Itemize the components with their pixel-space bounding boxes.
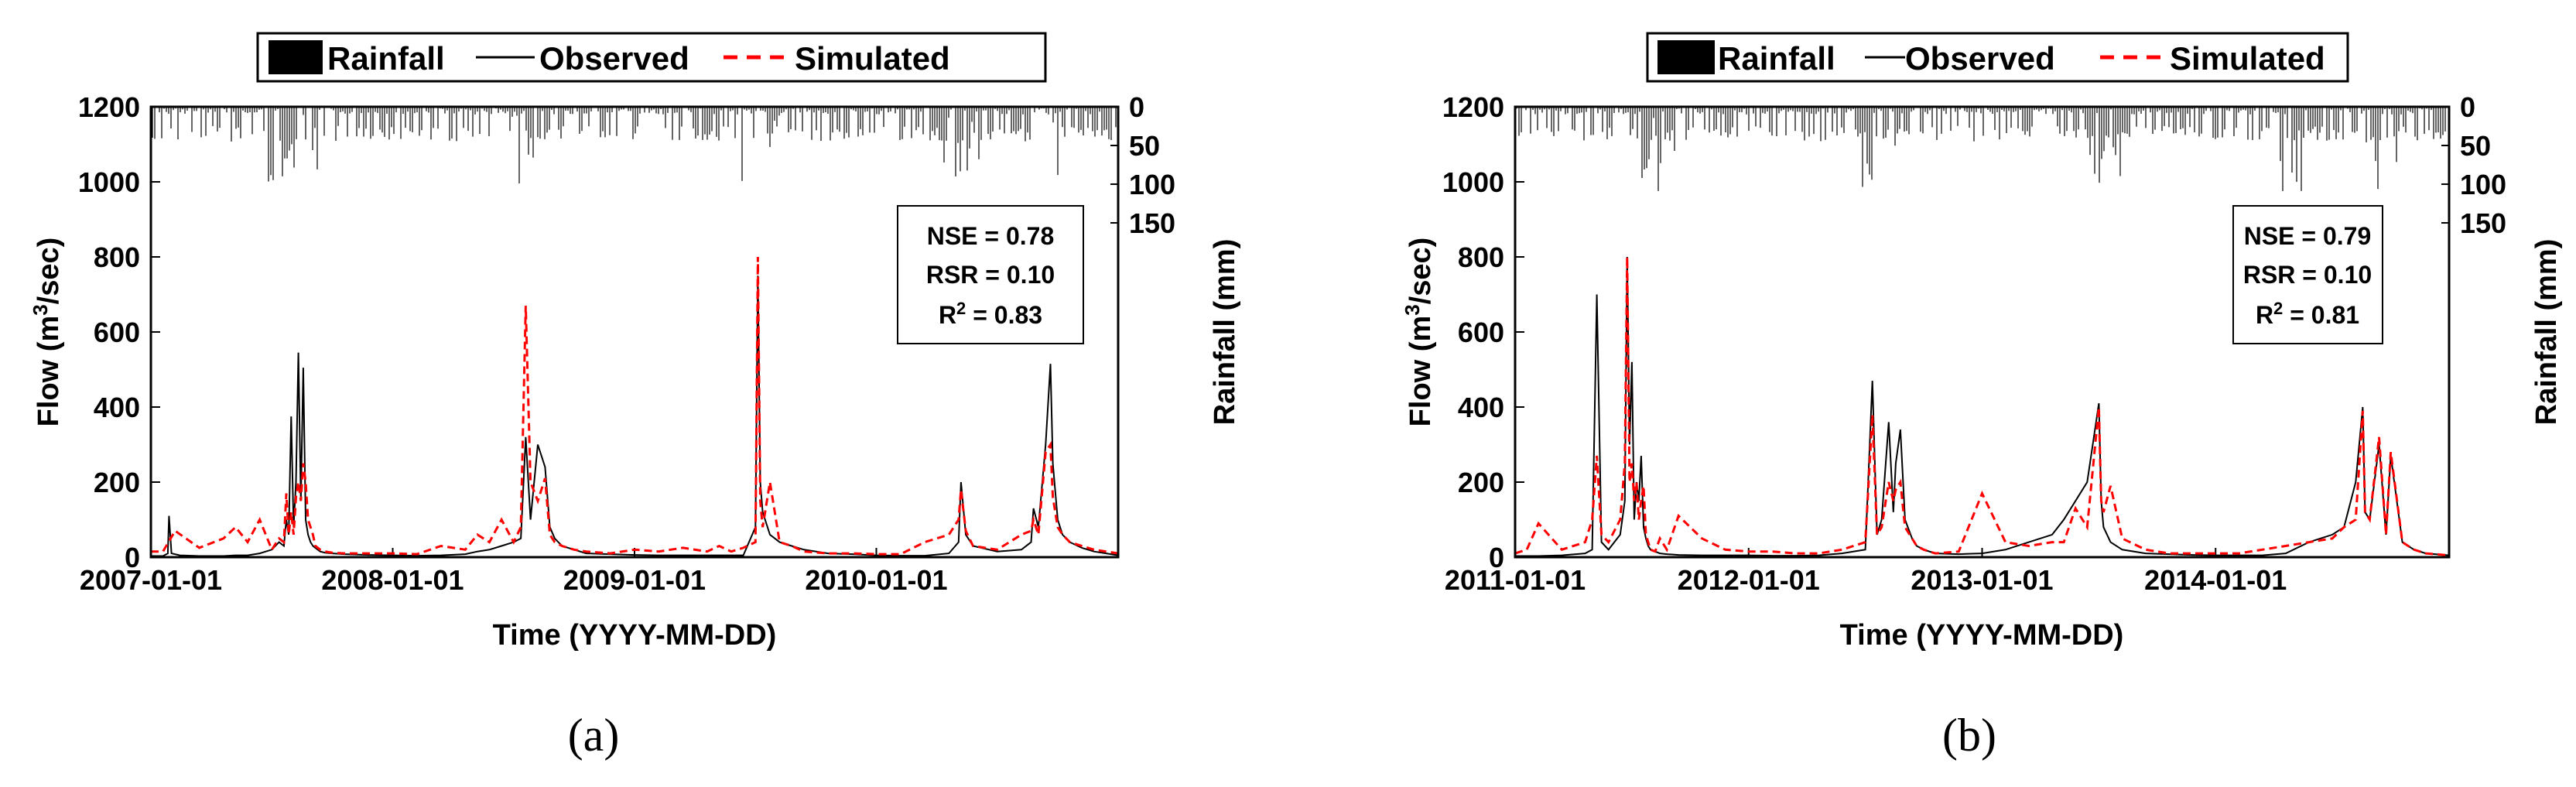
y-tick-label: 1200 [1442,91,1504,123]
plot-frame [149,105,1120,559]
x-axis-title: Time (YYYY-MM-DD) [493,619,777,652]
y-axis: 0 200 400 600 800 1000 1200 [1442,91,1524,573]
x-axis: 2007-01-01 2008-01-01 2009-01-01 2010-01-01 [80,548,948,596]
x-tick-label: 2008-01-01 [321,564,464,596]
rainfall-axis: 0 50 100 150 [1110,91,1175,239]
rain-tick-label: 100 [1129,169,1175,200]
rainfall-bars [1516,107,2446,191]
x-axis: 2011-01-01 2012-01-01 2013-01-01 2014-01-01 [1445,548,2287,596]
y-tick-label: 400 [1458,392,1504,423]
legend-observed-label: Observed [539,40,689,77]
stat-rsr: RSR = 0.10 [926,261,1055,289]
plot-frame [1514,105,2451,559]
y-tick-label: 0 [125,542,140,573]
stat-r2: R2 = 0.81 [2256,299,2359,329]
stat-nse: NSE = 0.78 [927,222,1055,250]
rain-tick-label: 100 [2460,169,2506,200]
legend: Rainfall Observed Simulated [1646,32,2349,83]
x-tick-label: 2014-01-01 [2144,564,2287,596]
y-tick-label: 200 [94,467,140,498]
y-tick-label: 1000 [78,166,140,198]
y-tick-label: 0 [1489,542,1504,573]
rain-tick-label: 50 [2460,130,2491,162]
y-tick-label: 600 [1458,317,1504,348]
x-tick-label: 2007-01-01 [80,564,222,596]
y-tick-label: 1000 [1442,166,1504,198]
rain-tick-label: 150 [1129,207,1175,239]
rainfall-bars [152,107,1117,184]
y-axis-title: Flow (m3/sec) [29,238,65,427]
legend-simulated-label: Simulated [2170,40,2325,77]
y-tick-label: 200 [1458,467,1504,498]
stats-box: NSE = 0.79 RSR = 0.10 R2 = 0.81 [2232,205,2383,344]
x-tick-label: 2009-01-01 [563,564,706,596]
y-tick-label: 600 [94,317,140,348]
stat-nse: NSE = 0.79 [2244,222,2372,250]
stat-r2: R2 = 0.83 [939,299,1042,329]
x-axis-title: Time (YYYY-MM-DD) [1840,619,2124,652]
legend-rainfall-swatch [269,40,323,74]
y-axis-title: Flow (m3/sec) [1401,238,1437,427]
y-axis: 0 200 400 600 800 1000 1200 [78,91,160,573]
x-tick-label: 2010-01-01 [805,564,947,596]
y-tick-label: 400 [94,392,140,423]
right-axis-title: Rainfall (mm) [2530,239,2563,426]
panel-label-b: (b) [1942,710,1996,761]
legend-rainfall-label: Rainfall [1718,40,1835,77]
rain-tick-label: 150 [2460,207,2506,239]
x-tick-label: 2012-01-01 [1678,564,1820,596]
legend-rainfall-swatch [1657,40,1715,74]
rain-tick-label: 50 [1129,130,1160,162]
stats-box: NSE = 0.78 RSR = 0.10 R2 = 0.83 [897,205,1084,344]
y-tick-label: 1200 [78,91,140,123]
legend: Rainfall Observed Simulated [256,32,1047,83]
rain-tick-label: 0 [2460,91,2475,123]
y-tick-label: 800 [1458,241,1504,273]
y-tick-label: 800 [94,241,140,273]
x-tick-label: 2011-01-01 [1445,564,1586,596]
series [151,256,1119,557]
panel-label-a: (a) [568,710,620,761]
rain-tick-label: 0 [1129,91,1144,123]
right-axis-title: Rainfall (mm) [1209,239,1241,426]
x-tick-label: 2013-01-01 [1911,564,2053,596]
panel-b: Rainfall Observed Simulated 0 200 400 600 80… [1401,32,2563,761]
stat-rsr: RSR = 0.10 [2243,261,2372,289]
series [1514,256,2450,557]
legend-rainfall-label: Rainfall [327,40,445,77]
panel-a: Rainfall Observed Simulated 0 200 400 600 80… [29,32,1241,761]
legend-simulated-label: Simulated [795,40,950,77]
simulated-line [151,256,1119,556]
legend-observed-label: Observed [1905,40,2055,77]
rainfall-axis: 0 50 100 150 [2441,91,2506,239]
